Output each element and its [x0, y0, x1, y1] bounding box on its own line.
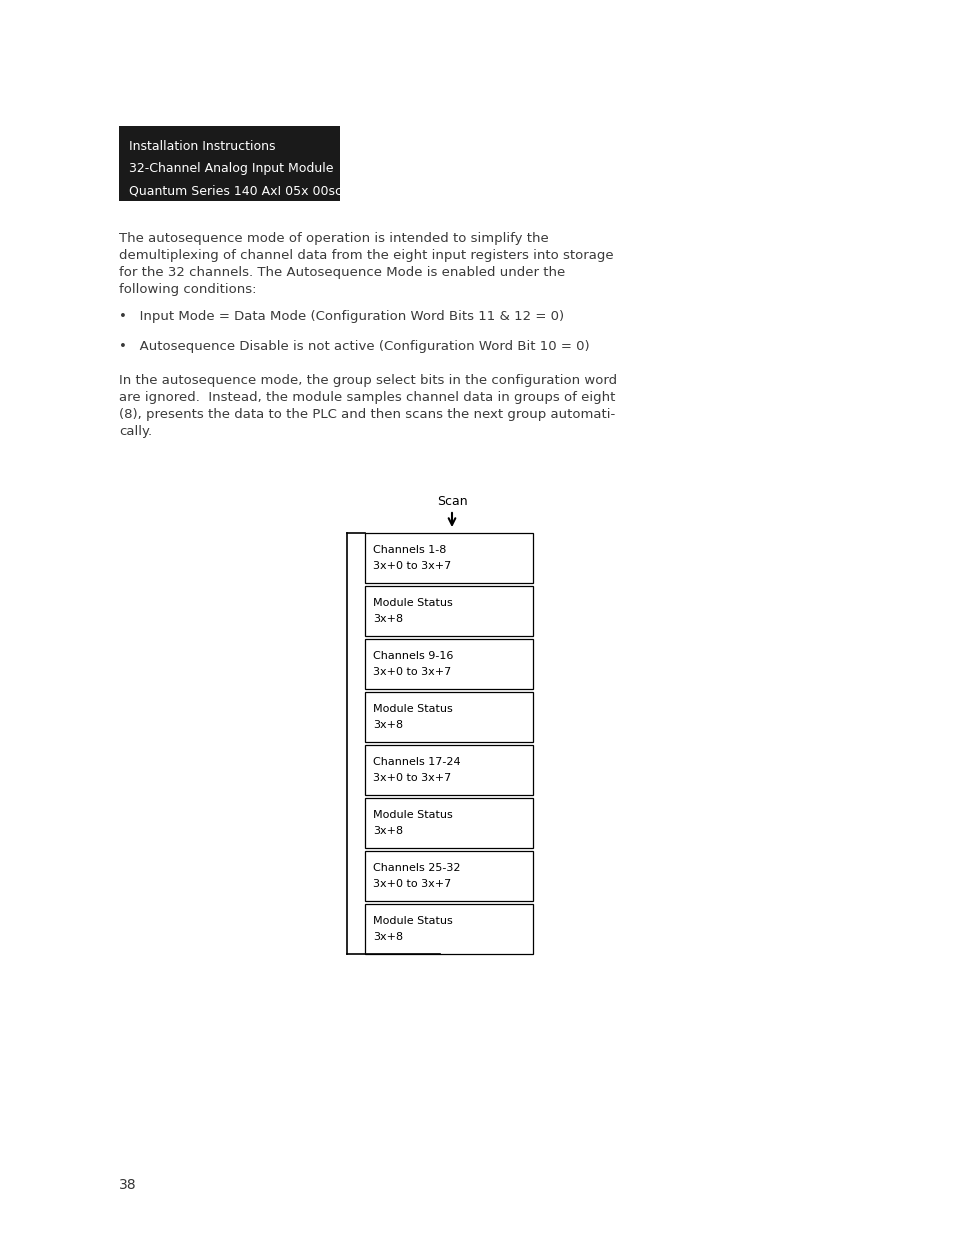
- Text: cally.: cally.: [119, 425, 152, 438]
- Bar: [365, 798, 533, 848]
- Bar: [365, 585, 533, 636]
- Bar: [365, 745, 533, 795]
- Text: •   Input Mode = Data Mode (Configuration Word Bits 11 & 12 = 0): • Input Mode = Data Mode (Configuration …: [119, 310, 563, 324]
- Text: 32-Channel Analog Input Module: 32-Channel Analog Input Module: [129, 162, 334, 175]
- Text: Module Status: Module Status: [373, 916, 453, 926]
- Text: Scan: Scan: [436, 495, 467, 508]
- Text: 3x+0 to 3x+7: 3x+0 to 3x+7: [373, 773, 451, 783]
- Text: (8), presents the data to the PLC and then scans the next group automati-: (8), presents the data to the PLC and th…: [119, 408, 615, 421]
- Text: Channels 1-8: Channels 1-8: [373, 545, 446, 555]
- Text: Quantum Series 140 AxI 05x 00sc: Quantum Series 140 AxI 05x 00sc: [129, 184, 341, 198]
- Text: Channels 9-16: Channels 9-16: [373, 651, 453, 661]
- Bar: [119, 126, 339, 201]
- Text: following conditions:: following conditions:: [119, 283, 256, 296]
- Text: Channels 25-32: Channels 25-32: [373, 863, 460, 873]
- Text: Module Status: Module Status: [373, 704, 453, 714]
- Text: Module Status: Module Status: [373, 598, 453, 608]
- Bar: [365, 851, 533, 902]
- Text: Channels 17-24: Channels 17-24: [373, 757, 460, 767]
- Text: 3x+0 to 3x+7: 3x+0 to 3x+7: [373, 879, 451, 889]
- Text: 3x+8: 3x+8: [373, 720, 403, 730]
- Text: are ignored.  Instead, the module samples channel data in groups of eight: are ignored. Instead, the module samples…: [119, 391, 615, 404]
- Text: 3x+8: 3x+8: [373, 826, 403, 836]
- Text: •   Autosequence Disable is not active (Configuration Word Bit 10 = 0): • Autosequence Disable is not active (Co…: [119, 340, 589, 353]
- Bar: [365, 638, 533, 689]
- Text: In the autosequence mode, the group select bits in the configuration word: In the autosequence mode, the group sele…: [119, 374, 617, 387]
- Text: for the 32 channels. The Autosequence Mode is enabled under the: for the 32 channels. The Autosequence Mo…: [119, 266, 565, 279]
- Text: 3x+8: 3x+8: [373, 614, 403, 624]
- Bar: [365, 534, 533, 583]
- Bar: [365, 692, 533, 742]
- Text: 38: 38: [119, 1178, 136, 1192]
- Text: demultiplexing of channel data from the eight input registers into storage: demultiplexing of channel data from the …: [119, 249, 613, 262]
- Text: 3x+0 to 3x+7: 3x+0 to 3x+7: [373, 667, 451, 677]
- Bar: [365, 904, 533, 953]
- Text: Installation Instructions: Installation Instructions: [129, 140, 275, 153]
- Text: The autosequence mode of operation is intended to simplify the: The autosequence mode of operation is in…: [119, 232, 548, 245]
- Text: 3x+0 to 3x+7: 3x+0 to 3x+7: [373, 561, 451, 571]
- Text: 3x+8: 3x+8: [373, 932, 403, 942]
- Text: Module Status: Module Status: [373, 810, 453, 820]
